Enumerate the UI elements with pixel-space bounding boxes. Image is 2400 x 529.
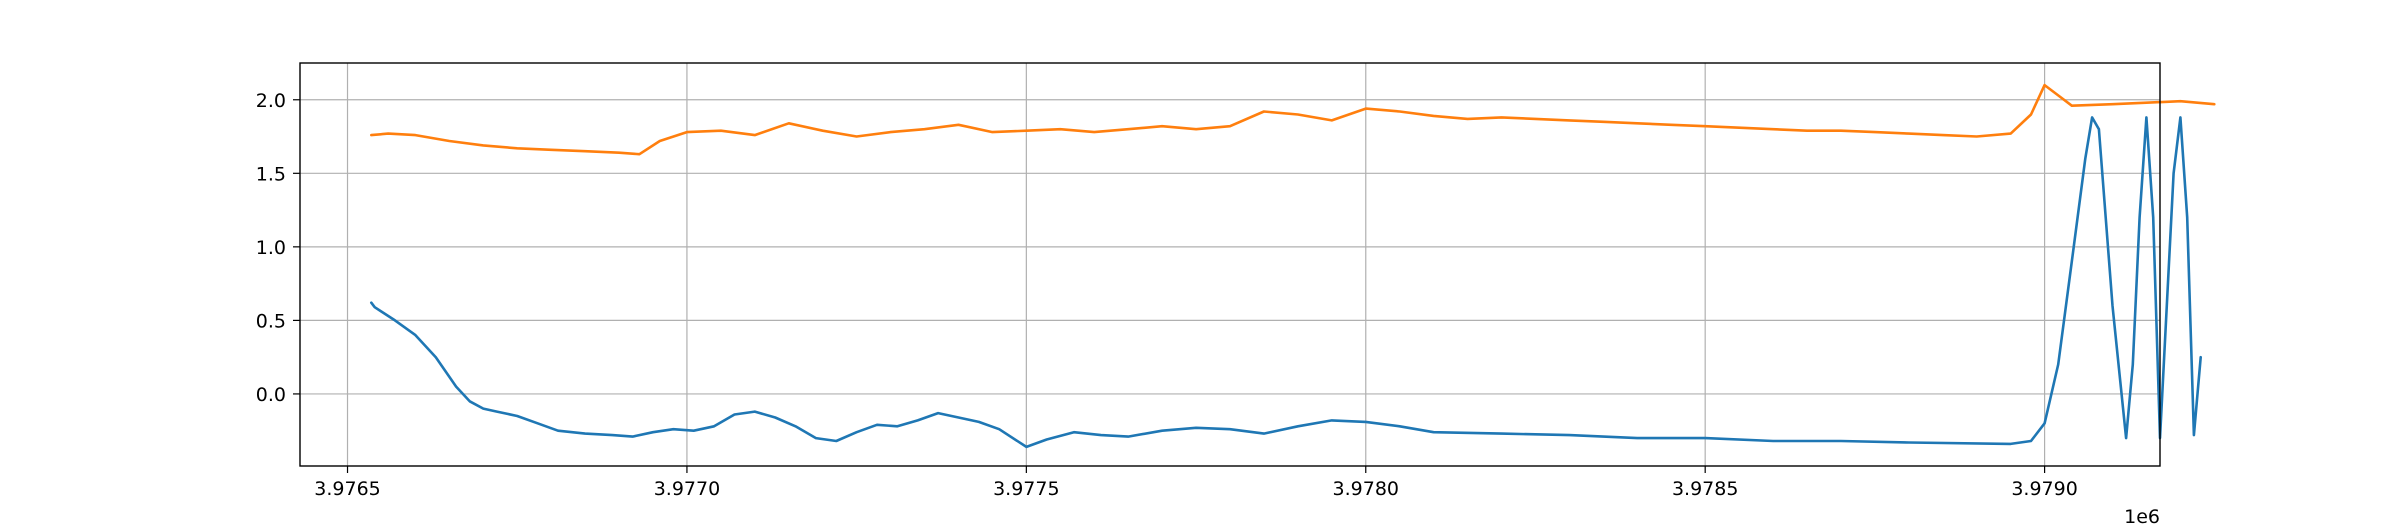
x-tick-label: 3.9775 <box>993 478 1059 500</box>
y-tick-label: 2.0 <box>256 90 286 112</box>
plot-frame <box>299 62 2161 467</box>
x-tick-label: 3.9785 <box>1672 478 1738 500</box>
x-tick-label: 3.9770 <box>654 478 720 500</box>
series-layer <box>369 83 2216 449</box>
series-line-1 <box>369 116 2202 449</box>
x-tick-label: 3.9780 <box>1333 478 1399 500</box>
y-tick-label: 1.5 <box>256 163 286 185</box>
y-tick-label: 0.0 <box>256 384 286 406</box>
y-tick-label: 0.5 <box>256 310 286 332</box>
y-tick-label: 1.0 <box>256 237 286 259</box>
y-axis: 0.0 0.5 1.0 1.5 2.0 <box>256 90 300 406</box>
x-axis-offset-text: 1e6 <box>2124 506 2160 525</box>
x-tick-label: 3.9765 <box>314 478 380 500</box>
series-line-2 <box>369 83 2216 156</box>
x-tick-label: 3.9790 <box>2011 478 2077 500</box>
grid-layer <box>300 63 2160 466</box>
x-axis: 3.9765 3.9770 3.9775 3.9780 3.9785 3.9790 <box>314 466 2078 500</box>
